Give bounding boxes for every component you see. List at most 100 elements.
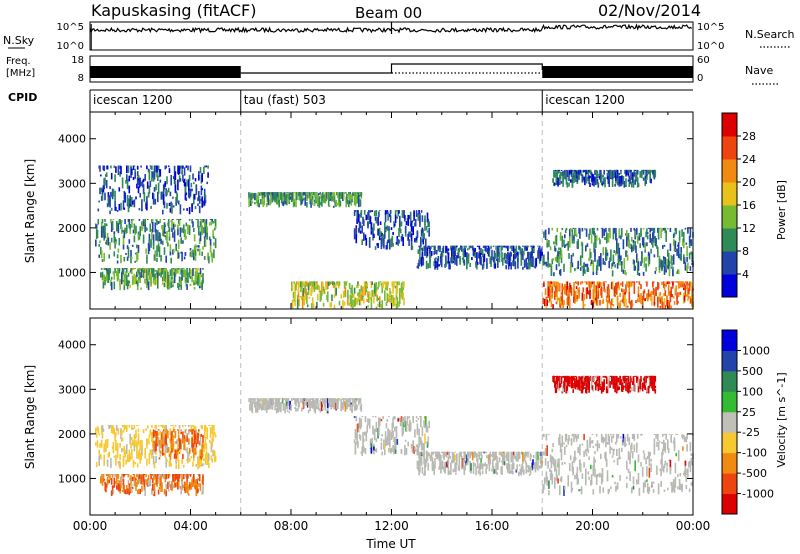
data-cell-power <box>187 272 189 284</box>
data-cell-velocity <box>548 490 550 496</box>
data-cell-power <box>659 305 662 309</box>
data-cell-power <box>564 169 566 175</box>
data-cell-power <box>477 252 480 259</box>
data-cell-power <box>416 230 419 239</box>
data-cell-velocity <box>210 455 213 460</box>
data-cell-velocity <box>497 462 499 470</box>
data-cell-velocity <box>615 382 617 393</box>
data-cell-velocity <box>162 425 164 427</box>
data-cell-velocity <box>274 405 276 411</box>
data-cell-velocity <box>663 464 666 468</box>
data-cell-velocity <box>338 398 341 400</box>
data-cell-power <box>399 223 401 232</box>
data-cell-power <box>596 227 599 231</box>
data-cell-power <box>353 194 356 204</box>
data-cell-power <box>132 229 135 234</box>
data-cell-power <box>123 230 126 239</box>
data-cell-power <box>360 210 363 218</box>
data-cell-power <box>174 224 177 227</box>
data-cell-power <box>358 192 361 196</box>
data-cell-power <box>465 245 467 248</box>
data-cell-power <box>108 254 110 259</box>
data-cell-power <box>471 245 474 248</box>
data-cell-velocity <box>320 398 322 401</box>
data-cell-power <box>177 219 180 224</box>
data-cell-power <box>418 259 420 267</box>
data-cell-power <box>660 259 662 265</box>
data-cell-power <box>642 237 645 248</box>
data-cell-power <box>469 262 471 267</box>
data-cell-power <box>420 229 423 237</box>
data-cell-velocity <box>187 452 189 460</box>
data-cell-power <box>193 228 195 232</box>
data-cell-velocity <box>452 457 455 463</box>
data-cell-velocity <box>656 441 658 447</box>
data-cell-power <box>425 226 428 231</box>
data-cell-power <box>481 264 484 270</box>
data-cell-velocity <box>436 451 439 457</box>
data-cell-velocity <box>566 383 569 391</box>
data-cell-velocity <box>151 431 153 443</box>
data-cell-power <box>615 250 617 256</box>
data-cell-velocity <box>586 375 589 384</box>
data-cell-velocity <box>506 453 508 461</box>
data-cell-power <box>586 243 589 247</box>
data-cell-power <box>428 245 430 250</box>
data-cell-velocity <box>674 462 677 474</box>
data-cell-power <box>157 268 160 276</box>
data-cell-power <box>341 192 343 197</box>
data-cell-velocity <box>487 455 490 465</box>
data-cell-velocity <box>590 378 593 389</box>
data-cell-velocity <box>135 482 137 491</box>
data-cell-power <box>98 200 100 203</box>
data-cell-velocity <box>338 398 341 401</box>
data-cell-velocity <box>420 416 422 420</box>
data-cell-power <box>602 175 605 178</box>
freq-panel: Freq. [MHz] 18 8 60 0 Nave <box>6 55 778 85</box>
data-cell-velocity <box>128 425 131 428</box>
data-cell-velocity <box>631 375 633 378</box>
data-cell-power <box>105 271 108 282</box>
data-cell-power <box>202 219 204 223</box>
data-cell-power <box>155 273 157 279</box>
data-cell-velocity <box>478 451 481 460</box>
data-cell-velocity <box>195 440 198 443</box>
data-cell-power <box>146 196 148 204</box>
data-cell-power <box>671 255 673 262</box>
data-cell-velocity <box>595 380 598 387</box>
data-cell-power <box>304 283 306 294</box>
data-cell-power <box>589 228 591 235</box>
data-cell-power <box>354 210 357 212</box>
data-cell-power <box>480 248 482 253</box>
data-cell-velocity <box>673 437 676 448</box>
data-cell-power <box>567 300 569 306</box>
data-cell-velocity <box>588 456 590 460</box>
data-cell-velocity <box>689 460 692 473</box>
data-cell-power <box>343 281 346 289</box>
data-cell-velocity <box>139 440 141 451</box>
data-cell-power <box>116 210 119 212</box>
data-cell-velocity <box>474 451 476 455</box>
data-cell-velocity <box>160 434 162 440</box>
data-cell-power <box>177 282 179 288</box>
data-cell-velocity <box>592 445 595 448</box>
data-cell-power <box>373 283 376 294</box>
data-cell-velocity <box>610 433 612 436</box>
velocity-ylabel: Slant Range [km] <box>23 365 37 469</box>
data-cell-power <box>662 293 665 297</box>
data-cell-power <box>355 234 358 244</box>
data-cell-power <box>605 296 608 302</box>
data-cell-velocity <box>349 398 352 402</box>
data-cell-power <box>502 257 504 266</box>
data-cell-velocity <box>255 403 257 413</box>
data-cell-velocity <box>131 436 133 441</box>
data-cell-power <box>564 284 566 295</box>
data-cell-power <box>476 252 478 263</box>
data-cell-power <box>528 252 531 261</box>
data-cell-velocity <box>129 455 131 461</box>
data-cell-power <box>644 242 646 252</box>
data-cell-velocity <box>208 425 211 426</box>
data-cell-velocity <box>110 474 112 475</box>
data-cell-velocity <box>588 381 590 391</box>
data-cell-power <box>348 283 351 286</box>
